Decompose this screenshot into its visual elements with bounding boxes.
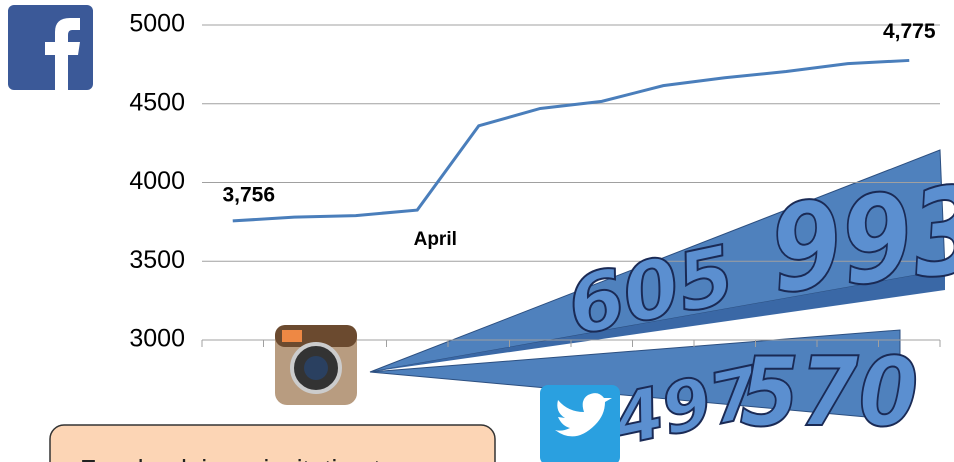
wedge [370, 270, 945, 372]
data-line [232, 58, 910, 223]
callout [49, 424, 496, 462]
y-tick-label: 5000 [129, 10, 185, 38]
stat: 570 [740, 338, 918, 448]
wedge [369, 329, 901, 421]
x-category-label: April [414, 229, 457, 250]
data-label: 3,756 [222, 183, 275, 206]
callout-text: Facebook is an invitation to [80, 454, 395, 462]
stat: 605 [560, 228, 743, 354]
data-label: 4,775 [883, 20, 936, 43]
y-tick-label: 3000 [129, 325, 185, 353]
y-tick-label: 3500 [129, 246, 185, 274]
y-tick-label: 4500 [129, 88, 185, 116]
y-tick-label: 4000 [129, 167, 185, 195]
stat: 993 [764, 160, 954, 320]
facebook-icon [8, 5, 93, 90]
twitter-icon [540, 385, 620, 462]
plot: 3000 3500 4000 4500 5000 April 3,756 4,775 [129, 10, 941, 353]
instagram-icon [275, 325, 357, 405]
